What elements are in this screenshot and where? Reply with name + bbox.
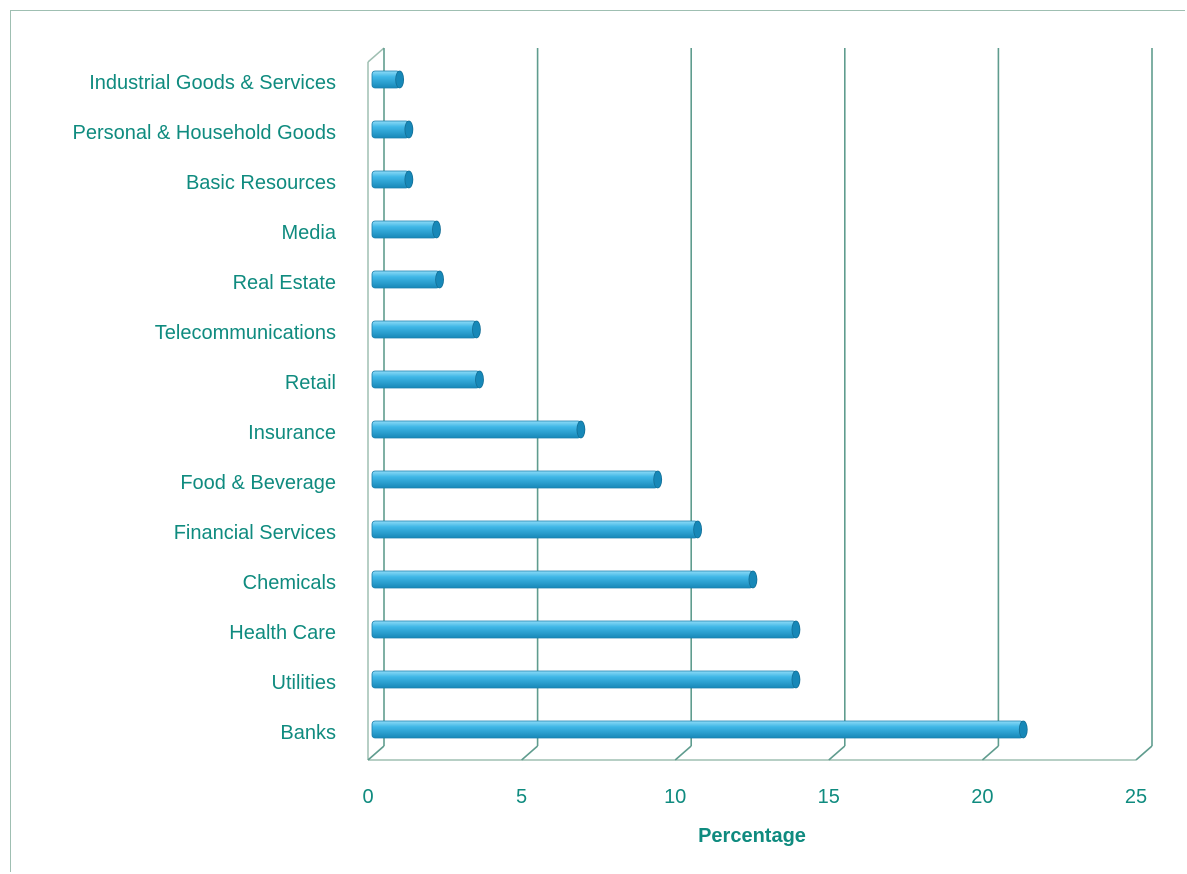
bar-end-utilities: [791, 670, 801, 689]
bar-end-personal-household-goods: [404, 120, 414, 139]
bar-insurance: [371, 420, 582, 439]
x-tick-15: 15: [818, 786, 840, 808]
bar-end-media: [432, 220, 441, 239]
gridline-floor-5: [521, 745, 539, 761]
chart-frame: [10, 10, 1185, 872]
category-label-utilities: Utilities: [272, 672, 336, 694]
x-tick-labels: 0 5 10 15 20 25: [362, 786, 1147, 808]
bar-end-insurance: [576, 420, 586, 439]
x-tick-10: 10: [664, 786, 686, 808]
category-label-financial-services: Financial Services: [174, 522, 336, 544]
category-label-telecommunications: Telecommunications: [155, 322, 336, 344]
category-label-industrial-goods-services: Industrial Goods & Services: [89, 72, 336, 94]
category-label-insurance: Insurance: [248, 422, 336, 444]
bar-end-basic-resources: [404, 170, 414, 189]
bar-telecommunications: [371, 320, 477, 339]
category-label-media: Media: [282, 222, 337, 244]
category-label-real-estate: Real Estate: [233, 272, 336, 294]
category-label-retail: Retail: [285, 372, 336, 394]
bar-end-banks: [1018, 720, 1028, 739]
x-tick-0: 0: [362, 786, 373, 808]
bar-food-beverage: [371, 470, 659, 489]
gridline-floor-25: [1135, 745, 1153, 761]
category-label-food-beverage: Food & Beverage: [180, 472, 336, 494]
category-labels: Industrial Goods & Services Personal & Ho…: [73, 72, 337, 744]
category-label-health-care: Health Care: [229, 622, 336, 644]
bar-end-industrial-goods-services: [395, 70, 405, 89]
bar-real-estate: [371, 270, 440, 289]
x-axis-title: Percentage: [698, 825, 806, 847]
bar-banks: [371, 720, 1024, 739]
left-wall-top-edge: [367, 47, 385, 63]
bar-retail: [371, 370, 480, 389]
gridline-floor-10: [674, 745, 692, 761]
category-label-personal-household-goods: Personal & Household Goods: [73, 122, 337, 144]
bar-basic-resources: [371, 170, 410, 189]
gridline-floor-20: [981, 745, 999, 761]
bar-end-health-care: [791, 620, 801, 639]
gridline-floor-15: [828, 745, 846, 761]
bar-chemicals: [371, 570, 754, 589]
bars: [371, 70, 1028, 739]
bar-end-retail: [475, 370, 484, 389]
category-label-chemicals: Chemicals: [243, 572, 336, 594]
bar-end-telecommunications: [472, 320, 481, 339]
bar-end-food-beverage: [653, 470, 663, 489]
bar-media: [371, 220, 437, 239]
bar-utilities: [371, 670, 797, 689]
category-label-banks: Banks: [280, 722, 336, 744]
bar-end-real-estate: [435, 270, 444, 289]
bar-personal-household-goods: [371, 120, 410, 139]
bar-end-chemicals: [748, 570, 758, 589]
x-tick-25: 25: [1125, 786, 1147, 808]
category-label-basic-resources: Basic Resources: [186, 172, 336, 194]
bar-end-financial-services: [693, 520, 703, 539]
gridline-floor-0: [367, 745, 385, 761]
x-tick-5: 5: [516, 786, 527, 808]
gridlines: [367, 47, 1153, 761]
x-tick-20: 20: [971, 786, 993, 808]
bar-health-care: [371, 620, 797, 639]
bar-financial-services: [371, 520, 699, 539]
